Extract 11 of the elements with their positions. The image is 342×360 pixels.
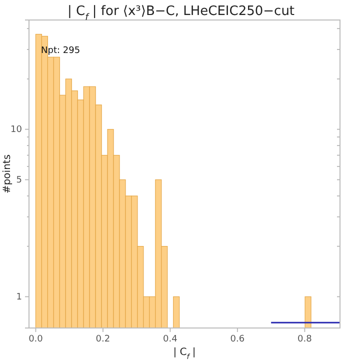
y-tick-label: 1 xyxy=(16,292,22,303)
x-tick-label: 0.6 xyxy=(230,334,245,344)
x-axis-title: | C$_{f}$ | xyxy=(173,347,196,360)
y-tick-label: 5 xyxy=(16,176,22,186)
y-axis-title: #points xyxy=(2,154,13,194)
chart-title: | C$_{f}$ | for ⟨x³⟩B−C, LHeCEIC250−cut xyxy=(67,4,295,23)
y-tick-label: 10 xyxy=(10,125,22,136)
x-tick-label: 0.2 xyxy=(96,334,110,344)
x-tick-label: 0.4 xyxy=(163,334,178,344)
x-tick-label: 0.0 xyxy=(28,334,44,344)
x-tick-label: 0.8 xyxy=(298,334,312,344)
